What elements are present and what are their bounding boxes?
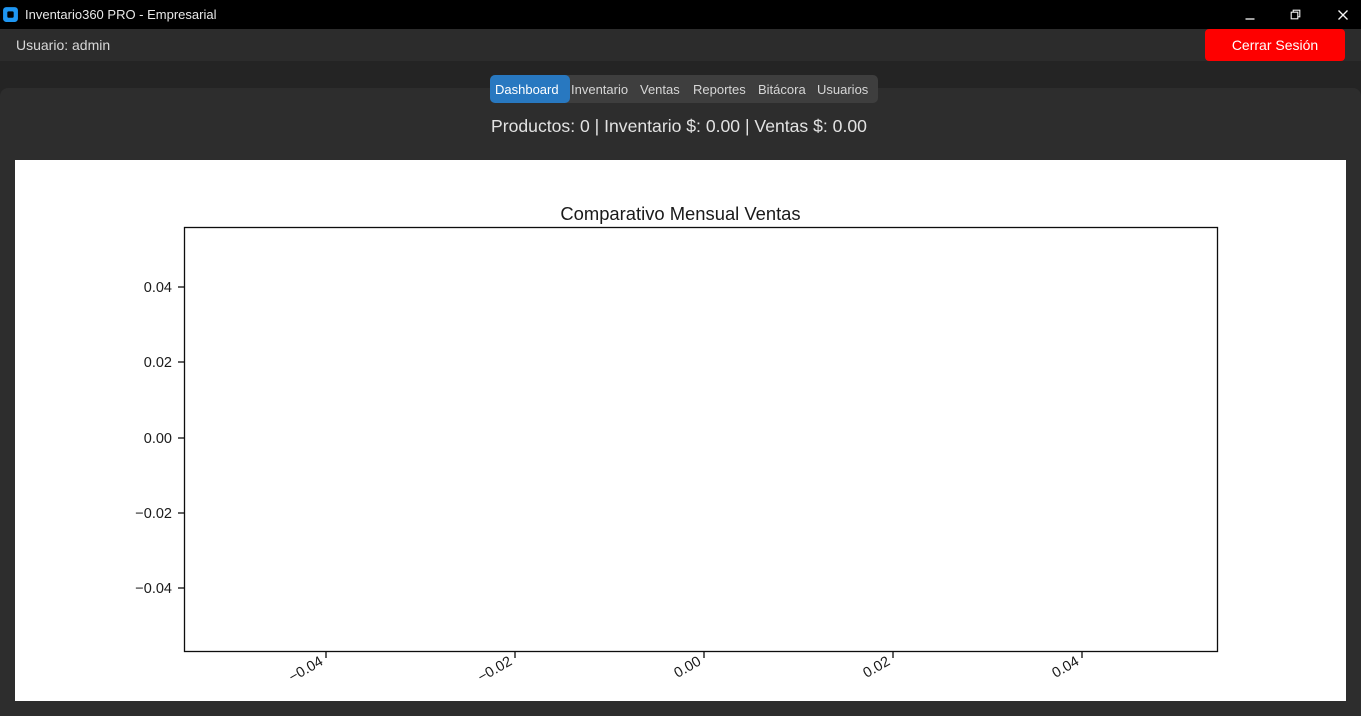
svg-text:−0.04: −0.04 <box>135 581 172 597</box>
svg-text:−0.04: −0.04 <box>286 654 326 686</box>
svg-text:−0.02: −0.02 <box>135 506 172 522</box>
svg-text:0.00: 0.00 <box>144 431 172 447</box>
svg-text:0.02: 0.02 <box>144 355 172 371</box>
svg-text:−0.02: −0.02 <box>475 654 515 686</box>
svg-text:0.04: 0.04 <box>144 280 172 296</box>
svg-text:0.02: 0.02 <box>861 654 893 682</box>
svg-text:0.04: 0.04 <box>1050 654 1082 682</box>
svg-text:0.00: 0.00 <box>672 654 704 682</box>
